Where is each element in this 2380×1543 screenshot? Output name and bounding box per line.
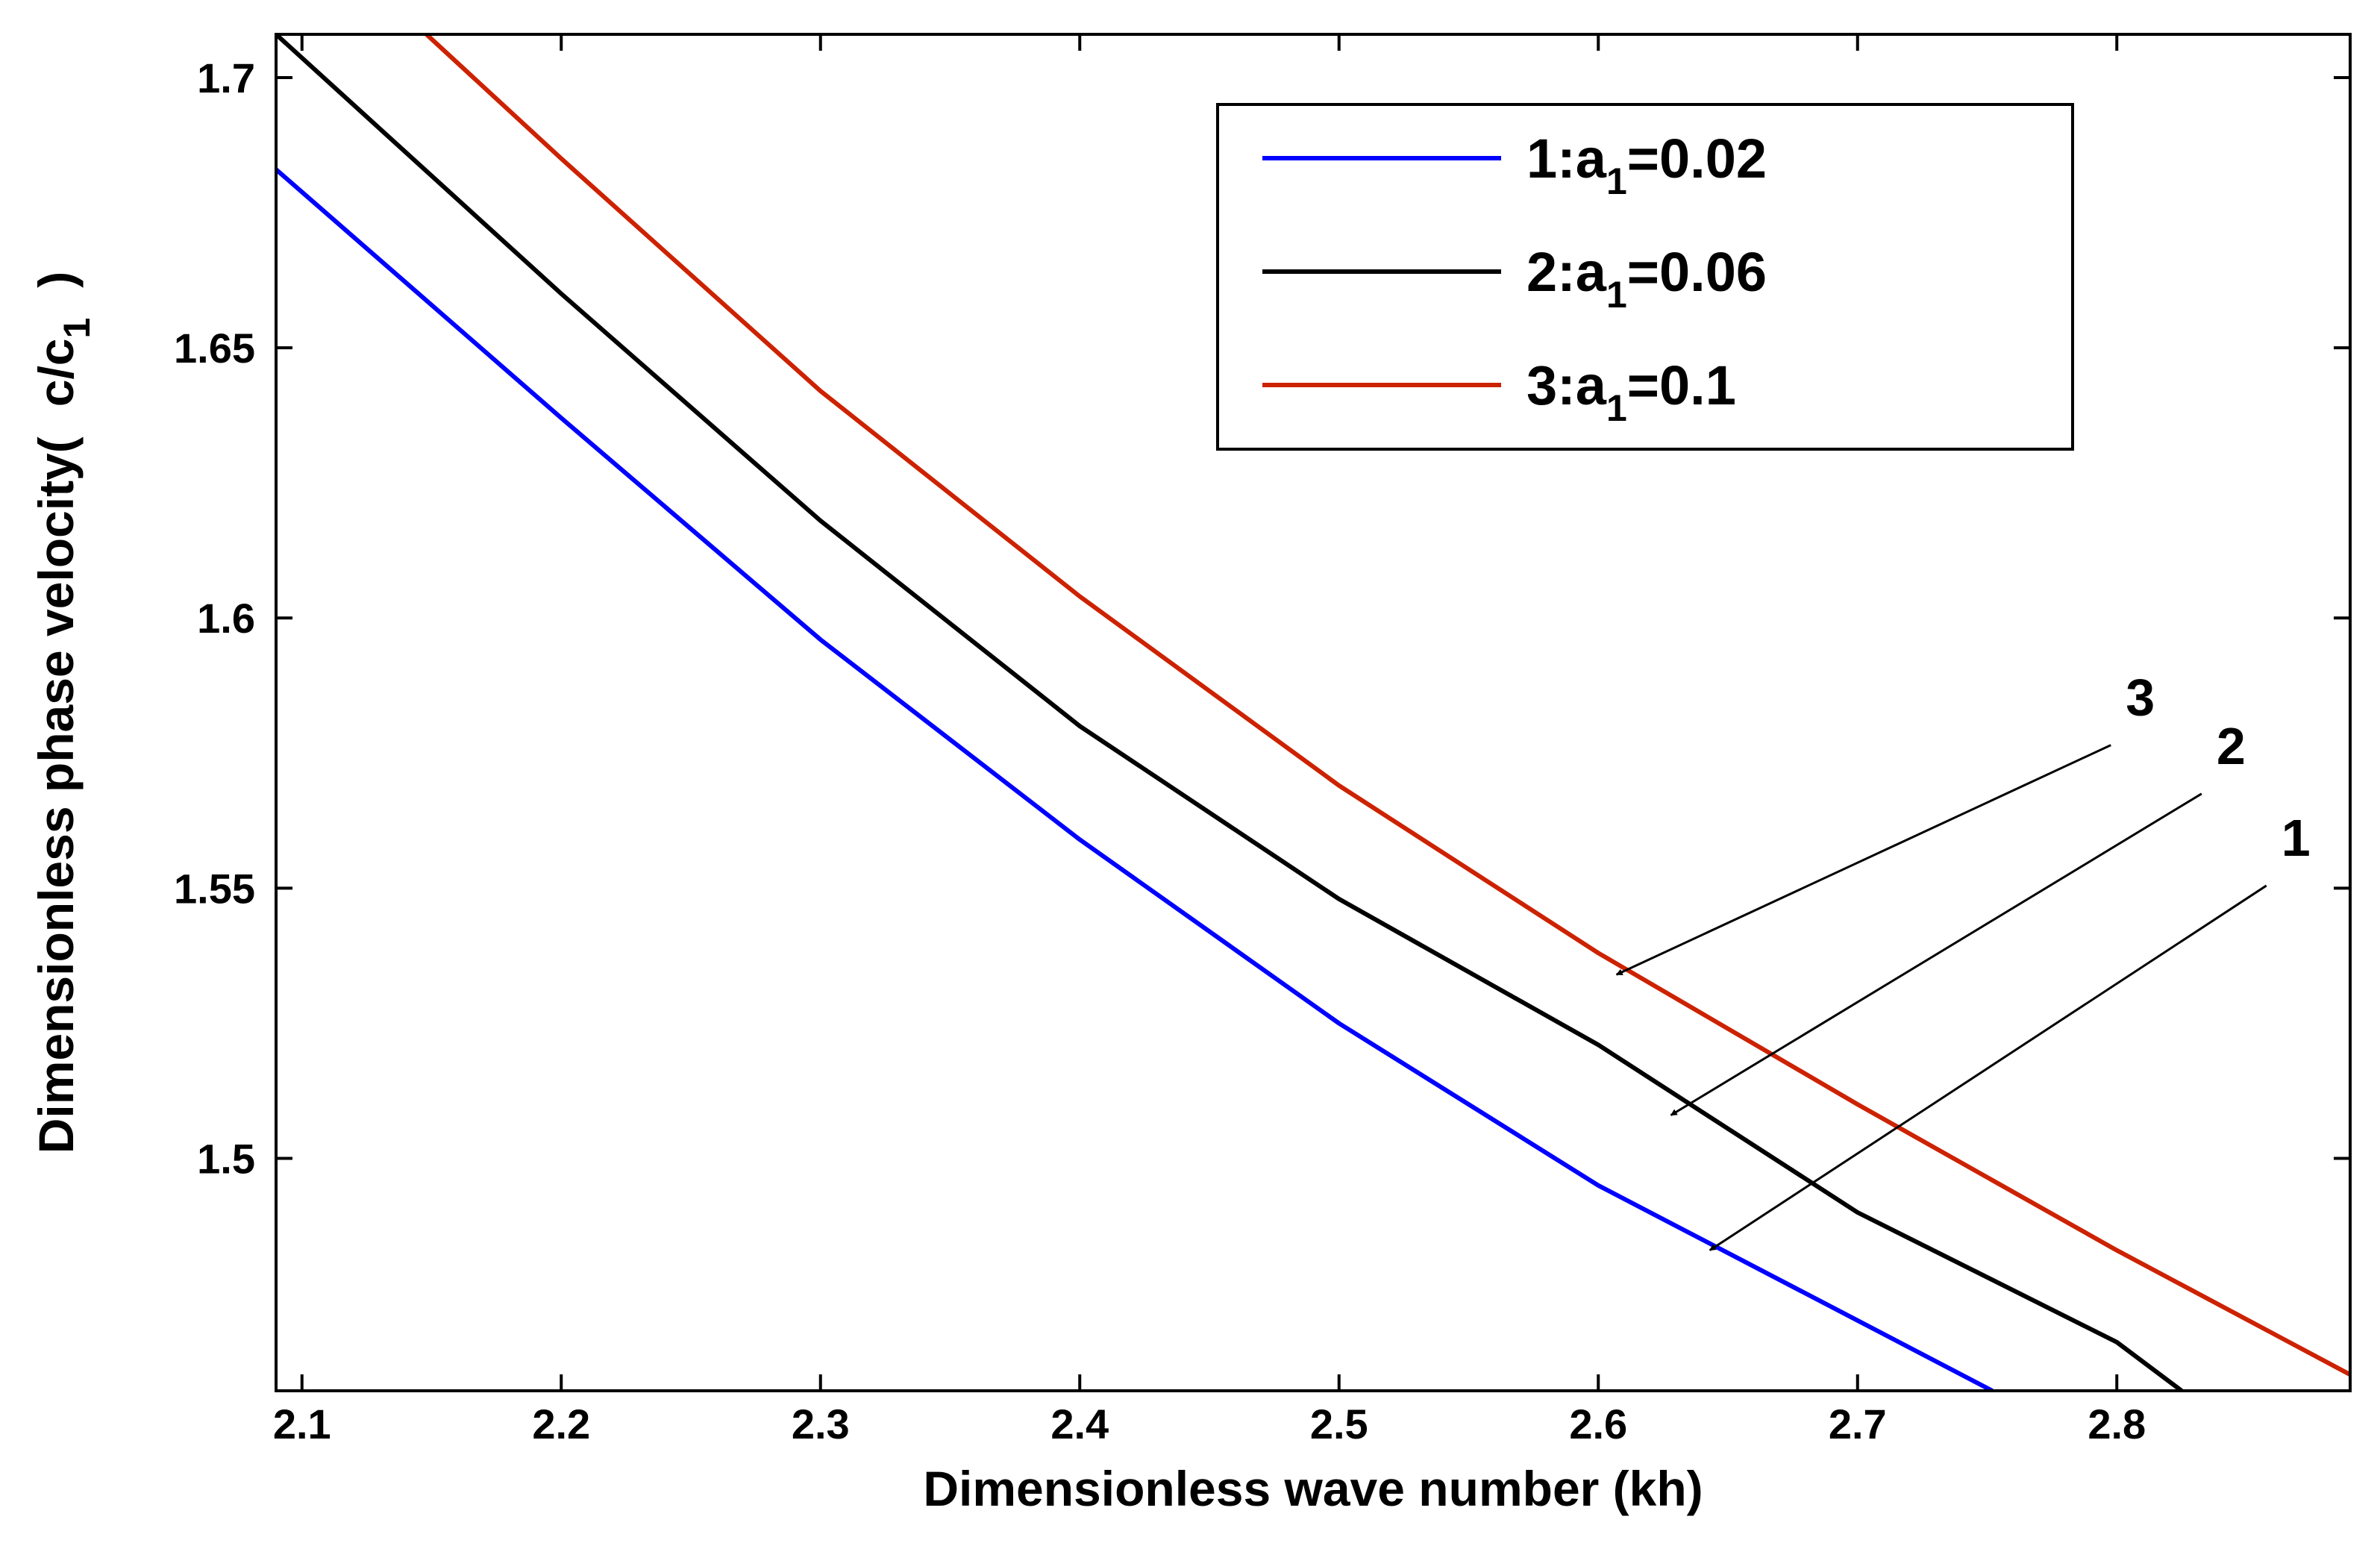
y-tick-label: 1.5 [197, 1136, 255, 1183]
series-line-1 [276, 167, 1994, 1391]
y-axis-label: Dimensionless phase velocity(c/c1) [28, 272, 98, 1154]
legend-box [1216, 103, 2074, 451]
annotation-label-2: 2 [2217, 717, 2246, 775]
annotation-arrow-1 [1709, 884, 2267, 1251]
annotation-layer: 3 21 [1615, 669, 2311, 1251]
series-line-2 [276, 34, 2183, 1391]
annotation-label-3: 3 [2126, 669, 2155, 727]
y-tick-label: 1.55 [174, 865, 255, 912]
x-tick-label: 2.3 [792, 1400, 850, 1447]
tick-layer: 2.1 2.2 2.3 2.4 2.5 2.6 2.7 2.8 1.5 1.55 1.6 1.65 1.… [174, 34, 2350, 1447]
x-axis-label: Dimensionless wave number (kh) [923, 1461, 1703, 1516]
y-tick-label: 1.6 [197, 595, 255, 642]
annotation-arrow-2 [1670, 792, 2202, 1116]
y-tick-label: 1.65 [174, 325, 255, 372]
legend-label-series-2: 2:a1=0.06 [1526, 241, 1767, 316]
y-tick-label: 1.7 [197, 54, 255, 101]
annotation-label-1: 1 [2282, 809, 2311, 867]
x-tick-label: 2.4 [1050, 1400, 1109, 1447]
x-tick-label: 2.2 [532, 1400, 590, 1447]
plot-frame [275, 33, 2352, 1392]
x-tick-label: 2.1 [273, 1400, 331, 1447]
x-tick-label: 2.8 [2088, 1400, 2146, 1447]
annotation-arrow-3 [1615, 744, 2111, 976]
x-tick-label: 2.6 [1569, 1400, 1627, 1447]
x-tick-label: 2.7 [1829, 1400, 1887, 1447]
series-line-3 [425, 34, 2350, 1377]
legend-label-series-1: 1:a1=0.02 [1526, 128, 1767, 202]
legend-label-series-3: 3:a1=0.1 [1526, 354, 1736, 429]
x-tick-label: 2.5 [1310, 1400, 1368, 1447]
series-layer [276, 34, 2350, 1391]
legend: 1:a1=0.02 2:a1=0.06 3:a1=0.1 [1216, 103, 2074, 451]
